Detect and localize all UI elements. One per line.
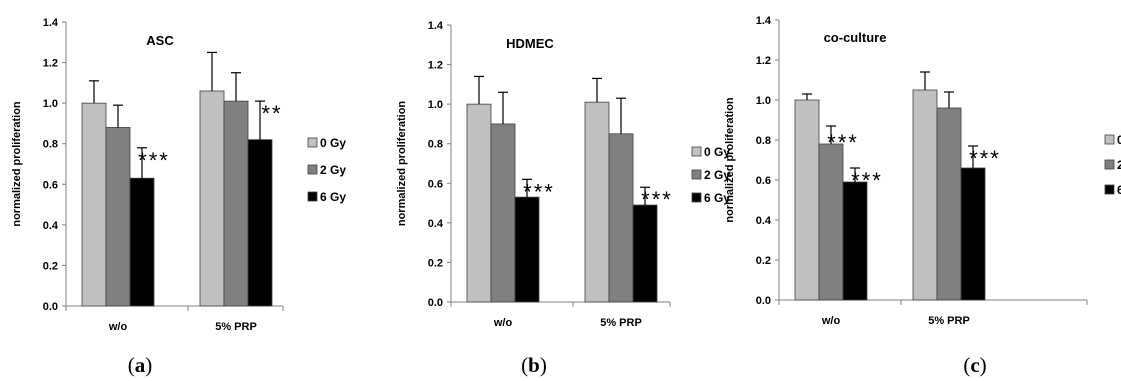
bar-a-5% PRP-2 Gy: [223, 100, 249, 307]
y-tick-label: 0.2: [43, 260, 58, 272]
y-tick-label: 1.0: [756, 95, 771, 107]
x-tick-label: w/o: [493, 317, 513, 329]
x-tick-label: 5% PRP: [215, 321, 257, 333]
legend-swatch: [691, 146, 702, 157]
legend-label: 2 Gy: [320, 163, 346, 177]
chart-panel-b: 0.0 0.2 0.4 0.6 0.8 1.0 1.2 1.4 normalized proli…: [396, 20, 730, 377]
y-tick-label: 0.4: [428, 218, 444, 230]
bar-c-w/o-0 Gy: [794, 99, 820, 301]
y-tick-label: 0.0: [43, 301, 58, 313]
y-tick-label: 0.8: [756, 135, 771, 147]
y-tick-label: 1.0: [428, 99, 443, 111]
significance-marker: ***: [641, 187, 673, 212]
y-tick-label: 0.6: [428, 178, 443, 190]
y-tick-label: 1.4: [428, 20, 444, 32]
bar-b-5% PRP-2 Gy: [608, 133, 634, 303]
bar-a-5% PRP-0 Gy: [199, 90, 225, 307]
legend-label: 6 Gy: [704, 191, 730, 205]
chart-panel-a: 0.0 0.2 0.4 0.6 0.8 1.0 1.2 1.4 normalized proli…: [11, 17, 346, 377]
bar-a-w/o-6 Gy: [129, 177, 155, 307]
significance-marker: ***: [138, 148, 170, 173]
bar-c-5% PRP-0 Gy: [912, 89, 938, 301]
bar-b-w/o-6 Gy: [514, 196, 540, 303]
legend-label: 6 Gy: [1117, 183, 1121, 197]
y-tick-label: 0.4: [43, 220, 59, 232]
y-tick-label: 0.0: [428, 297, 443, 309]
legend-label: 0 Gy: [1117, 133, 1121, 147]
bar-c-w/o-2 Gy: [818, 143, 844, 301]
y-tick-label: 1.4: [43, 17, 59, 29]
y-tick-label: 0.6: [43, 179, 58, 191]
chart-title: ASC: [146, 33, 174, 48]
y-tick-label: 1.0: [43, 98, 58, 110]
y-tick-label: 0.0: [756, 295, 771, 307]
significance-marker: ***: [969, 146, 1001, 171]
legend-swatch: [307, 164, 318, 175]
legend-label: 2 Gy: [1117, 158, 1121, 172]
chart-title: co-culture: [824, 30, 887, 45]
y-tick-label: 0.8: [428, 139, 443, 151]
chart-panel-c: 0.0 0.2 0.4 0.6 0.8 1.0 1.2 1.4 normalized proli…: [724, 15, 1121, 377]
legend-label: 6 Gy: [320, 190, 346, 204]
legend-swatch: [307, 137, 318, 148]
bar-b-w/o-2 Gy: [490, 123, 516, 303]
legend-label: 0 Gy: [320, 136, 346, 150]
panel-label: (a): [128, 353, 153, 377]
significance-marker: ***: [827, 130, 859, 155]
y-tick-label: 1.2: [43, 58, 58, 70]
legend-swatch: [307, 191, 318, 202]
legend-swatch: [1104, 184, 1115, 195]
x-tick-label: 5% PRP: [928, 315, 970, 327]
bar-b-w/o-0 Gy: [466, 103, 492, 303]
x-tick-label: w/o: [821, 315, 841, 327]
bar-c-5% PRP-2 Gy: [936, 107, 962, 301]
y-axis-label: normalized proliferation: [396, 101, 408, 227]
bar-b-5% PRP-0 Gy: [584, 101, 610, 303]
significance-marker: ***: [851, 168, 883, 193]
panel-label: (b): [521, 353, 547, 377]
legend-swatch: [691, 169, 702, 180]
legend-swatch: [691, 192, 702, 203]
panel-label: (c): [963, 353, 986, 377]
y-axis-label: normalized proliferation: [11, 101, 23, 227]
legend-label: 0 Gy: [704, 145, 730, 159]
chart-title: HDMEC: [506, 36, 554, 51]
bar-a-w/o-2 Gy: [105, 127, 131, 307]
significance-marker: ***: [523, 179, 555, 204]
y-tick-label: 1.4: [756, 15, 772, 27]
y-tick-label: 0.8: [43, 139, 58, 151]
y-tick-label: 0.2: [756, 255, 771, 267]
legend-swatch: [1104, 134, 1115, 145]
y-tick-label: 0.4: [756, 215, 772, 227]
y-tick-label: 0.6: [756, 175, 771, 187]
y-axis-label: normalized proliferation: [724, 97, 736, 223]
bar-c-w/o-6 Gy: [842, 181, 868, 301]
significance-marker: **: [261, 101, 282, 126]
x-tick-label: w/o: [108, 321, 128, 333]
bar-b-5% PRP-6 Gy: [632, 204, 658, 303]
bar-c-5% PRP-6 Gy: [960, 167, 986, 301]
y-tick-label: 1.2: [756, 55, 771, 67]
legend-swatch: [1104, 159, 1115, 170]
x-tick-label: 5% PRP: [600, 317, 642, 329]
legend-label: 2 Gy: [704, 168, 730, 182]
bar-a-5% PRP-6 Gy: [247, 139, 273, 307]
y-tick-label: 0.2: [428, 257, 443, 269]
bar-a-w/o-0 Gy: [81, 102, 107, 307]
y-tick-label: 1.2: [428, 60, 443, 72]
